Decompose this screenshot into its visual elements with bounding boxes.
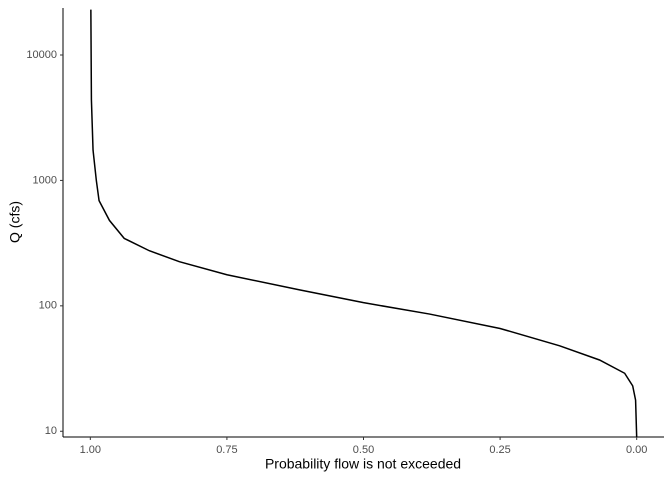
y-tick-label: 10000 xyxy=(26,49,57,61)
x-tick-label: 0.50 xyxy=(353,444,374,456)
x-tick-label: 0.25 xyxy=(489,444,510,456)
y-tick-label: 10 xyxy=(45,425,57,437)
x-tick-label: 0.75 xyxy=(216,444,237,456)
x-axis-title: Probability flow is not exceeded xyxy=(265,456,461,472)
flow-curve xyxy=(90,9,638,437)
x-tick-label: 0.00 xyxy=(626,444,647,456)
y-tick-label: 1000 xyxy=(33,174,57,186)
y-axis-title: Q (cfs) xyxy=(7,201,23,243)
x-tick-label: 1.00 xyxy=(80,444,101,456)
y-tick-label: 100 xyxy=(39,300,57,312)
